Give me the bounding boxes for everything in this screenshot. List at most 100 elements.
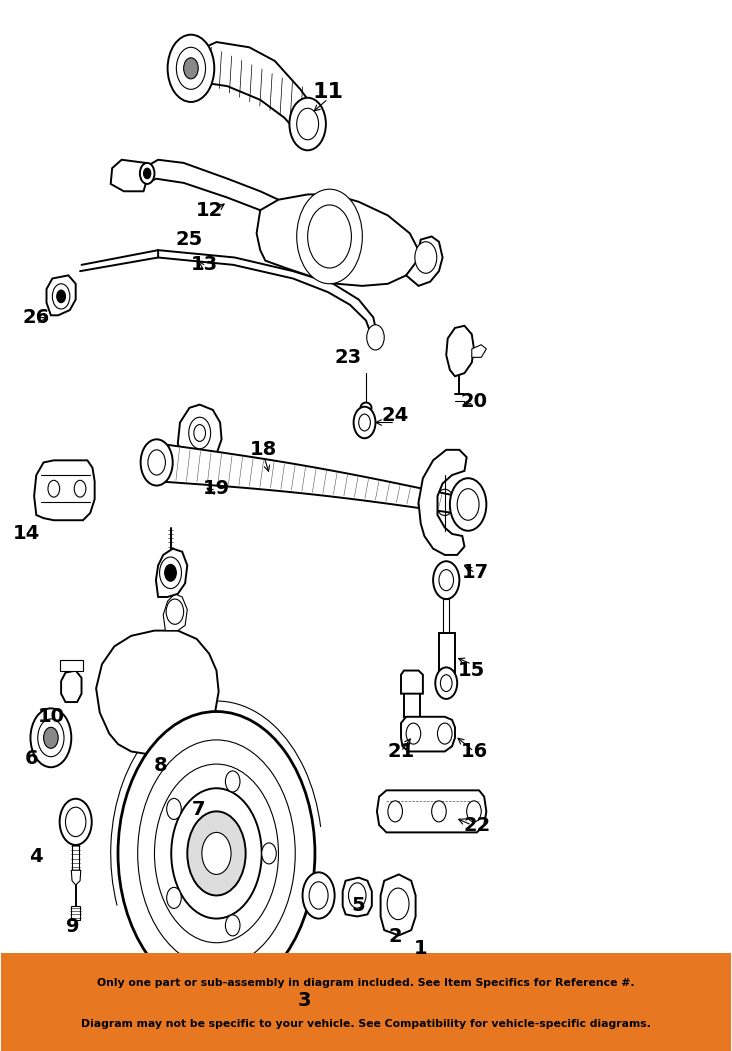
Circle shape xyxy=(436,667,458,699)
Circle shape xyxy=(187,811,246,895)
Text: 17: 17 xyxy=(462,563,489,582)
Circle shape xyxy=(415,242,437,273)
Circle shape xyxy=(387,888,409,920)
Polygon shape xyxy=(156,549,187,597)
Polygon shape xyxy=(471,345,486,357)
Polygon shape xyxy=(163,594,187,631)
Circle shape xyxy=(309,882,328,909)
Circle shape xyxy=(138,740,295,967)
Circle shape xyxy=(458,489,479,520)
Circle shape xyxy=(202,832,231,874)
Text: 19: 19 xyxy=(203,479,230,498)
Polygon shape xyxy=(59,660,83,671)
Circle shape xyxy=(53,284,70,309)
Circle shape xyxy=(148,450,165,475)
Circle shape xyxy=(262,843,276,864)
Text: 15: 15 xyxy=(458,661,485,680)
Circle shape xyxy=(118,712,315,995)
Circle shape xyxy=(433,561,460,599)
Polygon shape xyxy=(343,878,372,916)
Text: 12: 12 xyxy=(195,201,223,220)
Circle shape xyxy=(289,98,326,150)
Text: 21: 21 xyxy=(387,742,414,761)
Circle shape xyxy=(31,708,71,767)
Text: 7: 7 xyxy=(192,800,205,819)
Circle shape xyxy=(302,872,335,919)
Circle shape xyxy=(167,887,182,908)
Polygon shape xyxy=(439,633,455,678)
Circle shape xyxy=(467,801,481,822)
Polygon shape xyxy=(250,962,452,1043)
Text: 13: 13 xyxy=(190,255,217,274)
Circle shape xyxy=(74,480,86,497)
Polygon shape xyxy=(381,874,416,935)
Polygon shape xyxy=(257,194,419,286)
Text: 3: 3 xyxy=(297,991,311,1010)
Text: 2: 2 xyxy=(389,927,402,946)
Polygon shape xyxy=(70,906,80,920)
Text: 10: 10 xyxy=(37,707,64,726)
Polygon shape xyxy=(185,42,318,135)
Text: 26: 26 xyxy=(23,308,50,327)
Circle shape xyxy=(406,723,421,744)
Circle shape xyxy=(44,727,58,748)
Circle shape xyxy=(367,325,384,350)
Polygon shape xyxy=(377,790,486,832)
Circle shape xyxy=(184,58,198,79)
Text: 18: 18 xyxy=(250,440,277,459)
Text: 24: 24 xyxy=(381,406,408,425)
Text: 23: 23 xyxy=(335,348,362,367)
Text: 6: 6 xyxy=(25,749,39,768)
Polygon shape xyxy=(34,460,94,520)
Circle shape xyxy=(225,771,240,792)
Circle shape xyxy=(296,108,318,140)
Circle shape xyxy=(348,883,366,908)
FancyBboxPatch shape xyxy=(1,953,731,1051)
Circle shape xyxy=(307,205,351,268)
Circle shape xyxy=(59,799,92,845)
Circle shape xyxy=(154,764,278,943)
Polygon shape xyxy=(401,717,455,751)
Circle shape xyxy=(171,788,262,919)
Polygon shape xyxy=(111,160,147,191)
Circle shape xyxy=(296,189,362,284)
Polygon shape xyxy=(419,450,467,555)
Polygon shape xyxy=(158,444,467,515)
Circle shape xyxy=(450,478,486,531)
Text: 5: 5 xyxy=(352,897,365,915)
Polygon shape xyxy=(406,236,443,286)
Circle shape xyxy=(160,557,182,589)
Circle shape xyxy=(141,439,173,486)
Circle shape xyxy=(168,35,214,102)
Circle shape xyxy=(194,425,206,441)
Circle shape xyxy=(388,801,403,822)
Circle shape xyxy=(419,991,456,1044)
Circle shape xyxy=(439,570,454,591)
Text: Diagram may not be specific to your vehicle. See Compatibility for vehicle-speci: Diagram may not be specific to your vehi… xyxy=(81,1018,651,1029)
Circle shape xyxy=(189,417,211,449)
Polygon shape xyxy=(96,631,219,755)
Circle shape xyxy=(441,675,452,692)
Polygon shape xyxy=(61,671,81,702)
Circle shape xyxy=(143,168,151,179)
Text: 4: 4 xyxy=(29,847,43,866)
Circle shape xyxy=(438,723,452,744)
Circle shape xyxy=(359,414,370,431)
Circle shape xyxy=(165,564,176,581)
Circle shape xyxy=(38,719,64,757)
Circle shape xyxy=(225,914,240,935)
Text: 8: 8 xyxy=(154,756,167,775)
Text: 22: 22 xyxy=(463,816,490,834)
Circle shape xyxy=(176,47,206,89)
Text: 16: 16 xyxy=(460,742,488,761)
Polygon shape xyxy=(47,275,75,315)
Circle shape xyxy=(432,801,447,822)
Polygon shape xyxy=(444,599,449,633)
Polygon shape xyxy=(72,845,79,870)
Polygon shape xyxy=(143,160,278,212)
Ellipse shape xyxy=(361,403,371,413)
Text: 9: 9 xyxy=(66,918,80,936)
Polygon shape xyxy=(178,405,222,462)
Text: 1: 1 xyxy=(414,939,427,957)
Polygon shape xyxy=(158,250,377,341)
